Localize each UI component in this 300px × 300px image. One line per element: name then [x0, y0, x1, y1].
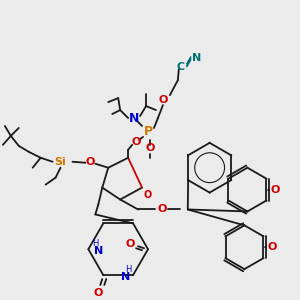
Text: P: P: [143, 125, 153, 138]
Text: O: O: [144, 190, 152, 200]
Text: C: C: [177, 62, 185, 72]
Text: O: O: [158, 95, 168, 105]
Text: O: O: [125, 239, 135, 249]
Text: O: O: [131, 137, 141, 147]
Text: N: N: [121, 272, 130, 282]
Text: O: O: [86, 157, 95, 167]
Text: O: O: [157, 205, 167, 214]
Text: O: O: [268, 242, 277, 252]
Text: N: N: [129, 112, 139, 124]
Text: O: O: [271, 184, 280, 195]
Text: O: O: [145, 143, 155, 153]
Text: H: H: [92, 239, 98, 248]
Text: N: N: [94, 246, 103, 256]
Text: N: N: [192, 53, 201, 63]
Text: Si: Si: [55, 157, 66, 167]
Text: H: H: [125, 265, 131, 274]
Text: O: O: [94, 288, 103, 298]
